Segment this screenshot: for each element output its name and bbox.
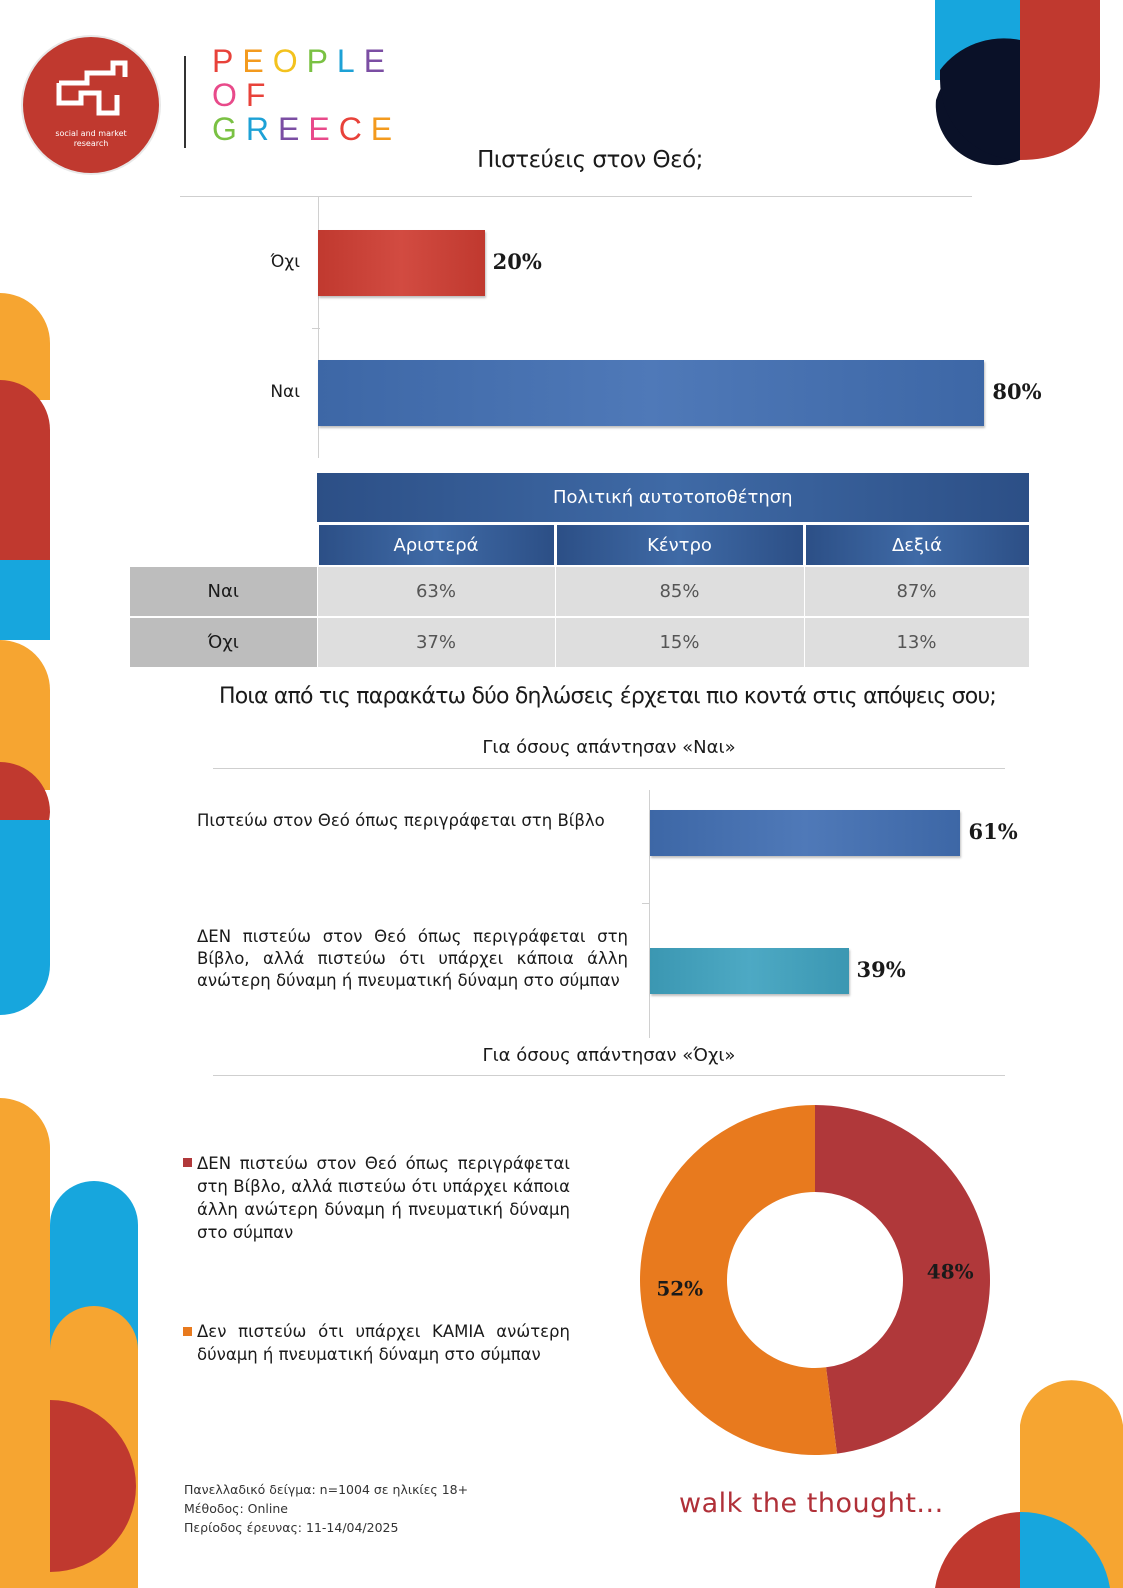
table-cell: 13% [803,616,1029,667]
series-title-letter: O [272,43,307,79]
series-title-line1: PEOPLE [212,45,394,77]
series-title-line3: GREECE [212,113,401,145]
chart1-axis [318,196,319,458]
bar-value-label: 80% [992,379,1042,404]
no-subtitle: Για όσους απάντησαν «Όχι» [482,1045,736,1066]
yes-rule [213,768,1005,769]
table-row: Όχι 37% 15% 13% [130,616,1029,667]
legend-swatch-1 [183,1158,192,1167]
series-title-letter: E [363,43,395,79]
left-decoration [0,293,50,1015]
top-right-decoration [935,0,1123,166]
question1-title: Πιστεύεις στον Θεό; [477,147,703,173]
series-title-letter: P [306,43,337,79]
series-title-letter: E [370,111,402,147]
bar [650,948,849,994]
table-cell: 15% [554,616,804,667]
legend-item-1: ΔΕΝ πιστεύω στον Θεό όπως περιγράφεται σ… [197,1154,570,1242]
bottom-right-decoration [935,1380,1123,1588]
series-title-letter: E [278,111,309,147]
table-cell: 63% [316,565,555,617]
bar-value-label: 20% [492,249,542,274]
table-col-left: Αριστερά [315,523,555,566]
series-title-letter: R [245,111,278,147]
bar-value-label: 39% [856,957,906,982]
question2-title: Ποια από τις παρακάτω δύο δηλώσεις έρχετ… [218,684,997,709]
logo-subtitle-line1: social and market [55,129,127,138]
logo-subtitle: social and market research [23,129,159,149]
series-title-letter: C [338,111,371,147]
bar [318,360,985,426]
series-title-letter: L [336,43,364,79]
footer-period: Περίοδος έρευνας: 11-14/04/2025 [184,1520,399,1535]
table-row-label: Ναι [130,565,317,617]
footer-method: Μέθοδος: Online [184,1501,288,1516]
series-title-letter: F [245,77,275,113]
chart1-tick [312,328,320,329]
question1-rule [180,196,972,197]
series-title-line2: OF [212,79,274,111]
statement-label: Πιστεύω στον Θεό όπως περιγράφεται στη Β… [197,811,605,830]
chart2-axis [649,790,650,1038]
table-row: Ναι 63% 85% 87% [130,565,1029,617]
bar [318,230,485,296]
statement-label: ΔΕΝ πιστεύω στον Θεό όπως περιγράφεται σ… [197,927,628,990]
header-divider [184,56,186,148]
no-donut-chart: 48% 52% [640,1105,990,1455]
bar-category-label: Όχι [270,252,300,272]
table-cell: 85% [554,565,804,617]
table-corner [130,473,317,524]
table-header: Πολιτική αυτοτοποθέτηση [317,473,1029,525]
yes-subtitle: Για όσους απάντησαν «Ναι» [482,737,736,758]
donut-value-label: 48% [927,1259,974,1283]
donut-value-label: 52% [656,1277,703,1301]
chart2-tick [642,903,650,904]
footer-sample: Πανελλαδικό δείγμα: n=1004 σε ηλικίες 18… [184,1482,469,1497]
company-logo: social and market research [23,37,159,173]
legend-swatch-2 [183,1327,192,1336]
bar-category-label: Ναι [270,382,300,402]
donut-slice [640,1105,837,1455]
political-table: Πολιτική αυτοτοποθέτηση Αριστερά Κέντρο … [130,473,1029,667]
logo-subtitle-line2: research [73,139,109,148]
series-title-letter: G [212,111,246,147]
donut-slice [815,1105,990,1454]
bar [650,810,961,856]
ged-logo-mark-icon [56,60,128,116]
series-title-letter: O [212,77,246,113]
series-title-letter: E [242,43,273,79]
series-title-letter: E [308,111,339,147]
table-row-label: Όχι [130,616,317,667]
table-col-right: Δεξιά [802,523,1029,566]
table-col-center: Κέντρο [553,523,804,566]
tagline: walk the thought... [679,1488,944,1519]
bar-value-label: 61% [968,819,1018,844]
legend-item-2: Δεν πιστεύω ότι υπάρχει ΚΑΜΙΑ ανώτερη δύ… [197,1322,570,1364]
bottom-left-decoration [0,1098,138,1588]
no-rule [213,1075,1005,1076]
series-title-letter: P [212,43,243,79]
table-corner-2 [130,524,317,567]
table-cell: 37% [316,616,555,667]
table-cell: 87% [803,565,1029,617]
